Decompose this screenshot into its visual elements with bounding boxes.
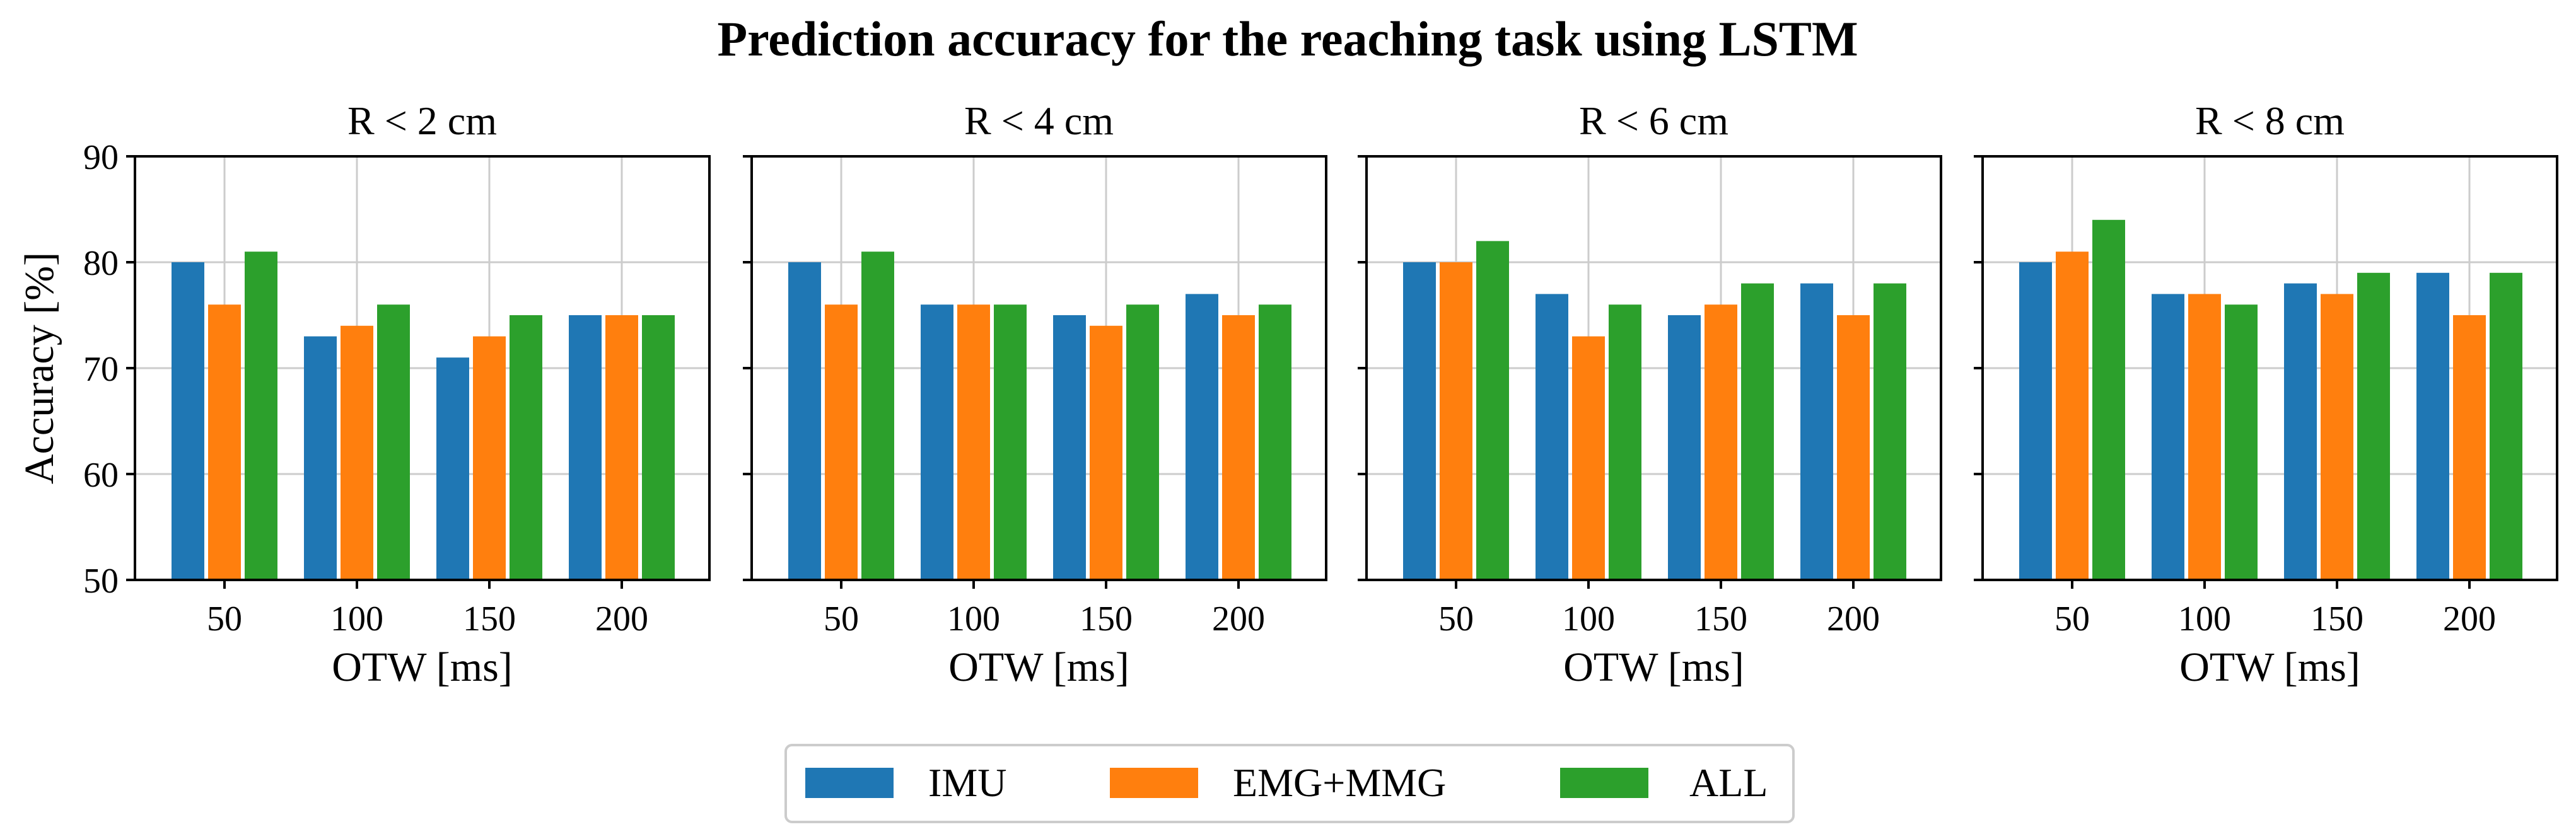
- y-tick-label-90: 90: [83, 138, 119, 177]
- bar-all-200: [1874, 283, 1906, 580]
- bar-all-50: [1476, 241, 1509, 580]
- y-tick-label-70: 70: [83, 350, 119, 389]
- figure-title: Prediction accuracy for the reaching tas…: [717, 11, 1858, 66]
- x-tick-label-200: 200: [1827, 599, 1880, 639]
- bar-all-50: [2092, 219, 2125, 580]
- bar-imu-200: [569, 315, 602, 580]
- chart-panel-3: 50 100 150 200 R < 6 cm OTW [ms]: [1358, 98, 1942, 690]
- x-tick-label-150: 150: [2311, 599, 2363, 639]
- bar-imu-50: [172, 262, 204, 580]
- bar-emg-mmg-200: [605, 315, 638, 580]
- x-tick-label-50: 50: [824, 599, 859, 639]
- bar-imu-150: [1053, 315, 1086, 580]
- bar-all-200: [642, 315, 675, 580]
- x-tick-label-50: 50: [207, 599, 242, 639]
- legend-swatch-emg-mmg: [1110, 768, 1198, 798]
- bar-emg-mmg-200: [2453, 315, 2486, 580]
- bar-emg-mmg-50: [2056, 252, 2089, 580]
- bar-all-100: [2225, 304, 2258, 580]
- bar-all-100: [1609, 304, 1641, 580]
- bar-emg-mmg-150: [1705, 304, 1737, 580]
- x-tick-label-50: 50: [2054, 599, 2090, 639]
- x-tick-label-200: 200: [2443, 599, 2496, 639]
- legend-swatch-all: [1560, 768, 1648, 798]
- x-tick-label-100: 100: [947, 599, 1000, 639]
- bar-imu-200: [2416, 272, 2449, 580]
- x-tick-label-200: 200: [1212, 599, 1265, 639]
- bar-all-200: [2490, 272, 2522, 580]
- y-tick-label-50: 50: [83, 562, 119, 601]
- y-axis-label: Accuracy [%]: [16, 252, 62, 484]
- bar-imu-100: [921, 304, 953, 580]
- bar-imu-50: [1403, 262, 1436, 580]
- bar-imu-150: [436, 357, 469, 580]
- bar-imu-50: [788, 262, 821, 580]
- x-axis-label: OTW [ms]: [332, 644, 513, 690]
- bar-emg-mmg-200: [1222, 315, 1255, 580]
- panel-title: R < 2 cm: [347, 98, 497, 143]
- bar-emg-mmg-50: [1440, 262, 1472, 580]
- y-tick-label-60: 60: [83, 456, 119, 495]
- bar-all-150: [1741, 283, 1774, 580]
- bar-all-150: [510, 315, 542, 580]
- legend-label-all: ALL: [1689, 760, 1768, 805]
- chart-panel-4: 50 100 150 200 R < 8 cm OTW [ms]: [1974, 98, 2558, 690]
- x-tick-label-100: 100: [1562, 599, 1615, 639]
- panel-title: R < 4 cm: [964, 98, 1114, 143]
- legend-swatch-imu: [805, 768, 894, 798]
- panel-title: R < 6 cm: [1579, 98, 1728, 143]
- bar-imu-200: [1186, 294, 1218, 580]
- bar-imu-50: [2019, 262, 2052, 580]
- legend-label-imu: IMU: [928, 760, 1006, 805]
- bar-all-100: [377, 304, 410, 580]
- bar-all-150: [1126, 304, 1159, 580]
- bar-all-50: [861, 252, 894, 580]
- x-tick-label-150: 150: [1694, 599, 1747, 639]
- bar-emg-mmg-150: [473, 336, 506, 580]
- legend-frame: [784, 744, 1795, 823]
- bar-emg-mmg-200: [1837, 315, 1870, 580]
- bar-imu-150: [2284, 283, 2317, 580]
- bar-imu-100: [304, 336, 337, 580]
- bar-emg-mmg-100: [341, 325, 373, 580]
- bar-imu-100: [2152, 294, 2184, 580]
- bar-all-50: [245, 252, 277, 580]
- bar-imu-200: [1800, 283, 1833, 580]
- x-tick-label-150: 150: [1080, 599, 1133, 639]
- chart-panel-1: 50 60 70 80 90 50 100 150 200 R < 2 cm OTW [ms] Acc…: [16, 98, 711, 690]
- x-axis-label: OTW [ms]: [1563, 644, 1744, 690]
- bar-emg-mmg-50: [825, 304, 858, 580]
- x-tick-label-200: 200: [595, 599, 648, 639]
- legend-label-emg-mmg: EMG+MMG: [1233, 760, 1446, 805]
- bar-emg-mmg-150: [2321, 294, 2353, 580]
- x-tick-label-100: 100: [330, 599, 383, 639]
- bar-imu-100: [1536, 294, 1568, 580]
- x-tick-label-100: 100: [2178, 599, 2231, 639]
- x-axis-label: OTW [ms]: [948, 644, 1129, 690]
- panel-title: R < 8 cm: [2195, 98, 2345, 143]
- bar-emg-mmg-100: [2188, 294, 2221, 580]
- x-tick-label-150: 150: [463, 599, 516, 639]
- chart-panels: 50 60 70 80 90 50 100 150 200 R < 2 cm OTW [ms] Acc…: [16, 98, 2558, 690]
- bar-emg-mmg-100: [957, 304, 990, 580]
- bar-all-150: [2357, 272, 2390, 580]
- bar-all-100: [994, 304, 1027, 580]
- bar-imu-150: [1668, 315, 1701, 580]
- bar-all-200: [1259, 304, 1291, 580]
- x-axis-label: OTW [ms]: [2179, 644, 2360, 690]
- chart-panel-2: 50 100 150 200 R < 4 cm OTW [ms]: [743, 98, 1327, 690]
- bar-emg-mmg-100: [1572, 336, 1605, 580]
- bar-emg-mmg-150: [1090, 325, 1122, 580]
- y-tick-label-80: 80: [83, 244, 119, 283]
- bar-emg-mmg-50: [208, 304, 241, 580]
- x-tick-label-50: 50: [1438, 599, 1474, 639]
- legend: IMU EMG+MMG ALL: [784, 744, 1795, 823]
